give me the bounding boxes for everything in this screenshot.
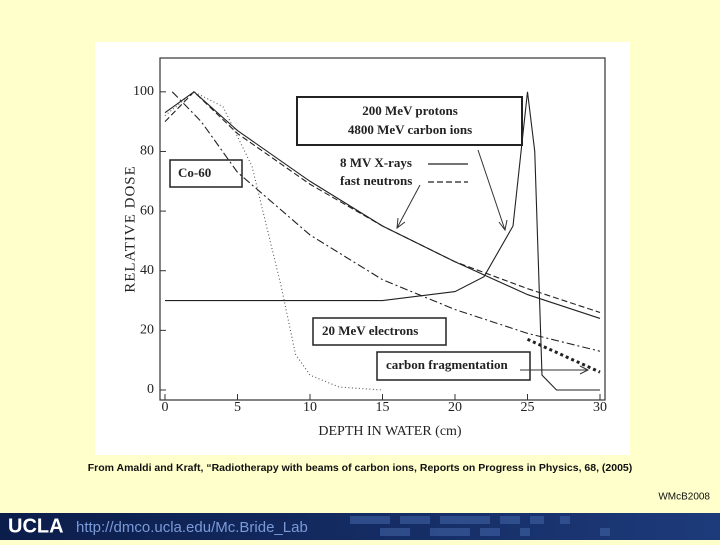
annotation-box bbox=[296, 96, 523, 146]
data-line bbox=[164, 91, 601, 313]
y-tick-label: 0 bbox=[147, 382, 154, 397]
x-tick-label: 30 bbox=[593, 400, 607, 415]
series-label: 8 MV X-rays bbox=[340, 155, 412, 170]
x-tick-label: 10 bbox=[303, 400, 317, 415]
legend-box bbox=[332, 155, 478, 192]
series-label: carbon fragmentation bbox=[386, 357, 508, 372]
series-label: 200 MeV protons bbox=[362, 103, 458, 118]
x-tick-label: 25 bbox=[521, 400, 535, 415]
data-line bbox=[526, 337, 601, 374]
y-tick-label: 80 bbox=[140, 144, 154, 159]
footer-url[interactable]: http://dmco.ucla.edu/Mc.Bride_Lab bbox=[76, 519, 308, 536]
data-line bbox=[165, 91, 600, 391]
x-axis-label: DEPTH IN WATER (cm) bbox=[318, 424, 462, 439]
y-tick-label: 40 bbox=[140, 263, 154, 278]
x-tick-label: 15 bbox=[376, 400, 390, 415]
y-tick-label: 60 bbox=[140, 203, 154, 218]
x-tick-label: 20 bbox=[448, 400, 462, 415]
annotation-box bbox=[169, 159, 243, 188]
series-label: 20 MeV electrons bbox=[322, 323, 418, 338]
arrows bbox=[396, 149, 590, 375]
series-label: Co-60 bbox=[178, 165, 211, 180]
x-tick-label: 0 bbox=[162, 400, 169, 415]
x-tick-label: 5 bbox=[234, 400, 241, 415]
y-axis-label: RELATIVE DOSE bbox=[122, 165, 138, 293]
annotation-box bbox=[376, 351, 531, 381]
y-tick-label: 100 bbox=[133, 84, 154, 99]
annotation: 4800 MeV carbon ions bbox=[348, 122, 472, 137]
footer-pattern bbox=[350, 516, 610, 536]
annotation-box bbox=[312, 317, 447, 346]
y-tick-label: 20 bbox=[140, 323, 154, 338]
caption: From Amaldi and Kraft, “Radiotherapy wit… bbox=[88, 462, 633, 474]
credit: WMcB2008 bbox=[658, 492, 710, 503]
data-line bbox=[164, 91, 601, 319]
data-line bbox=[171, 91, 601, 352]
series-label: fast neutrons bbox=[340, 173, 412, 188]
footer-logo: UCLA bbox=[8, 515, 64, 537]
data-line bbox=[164, 91, 383, 391]
